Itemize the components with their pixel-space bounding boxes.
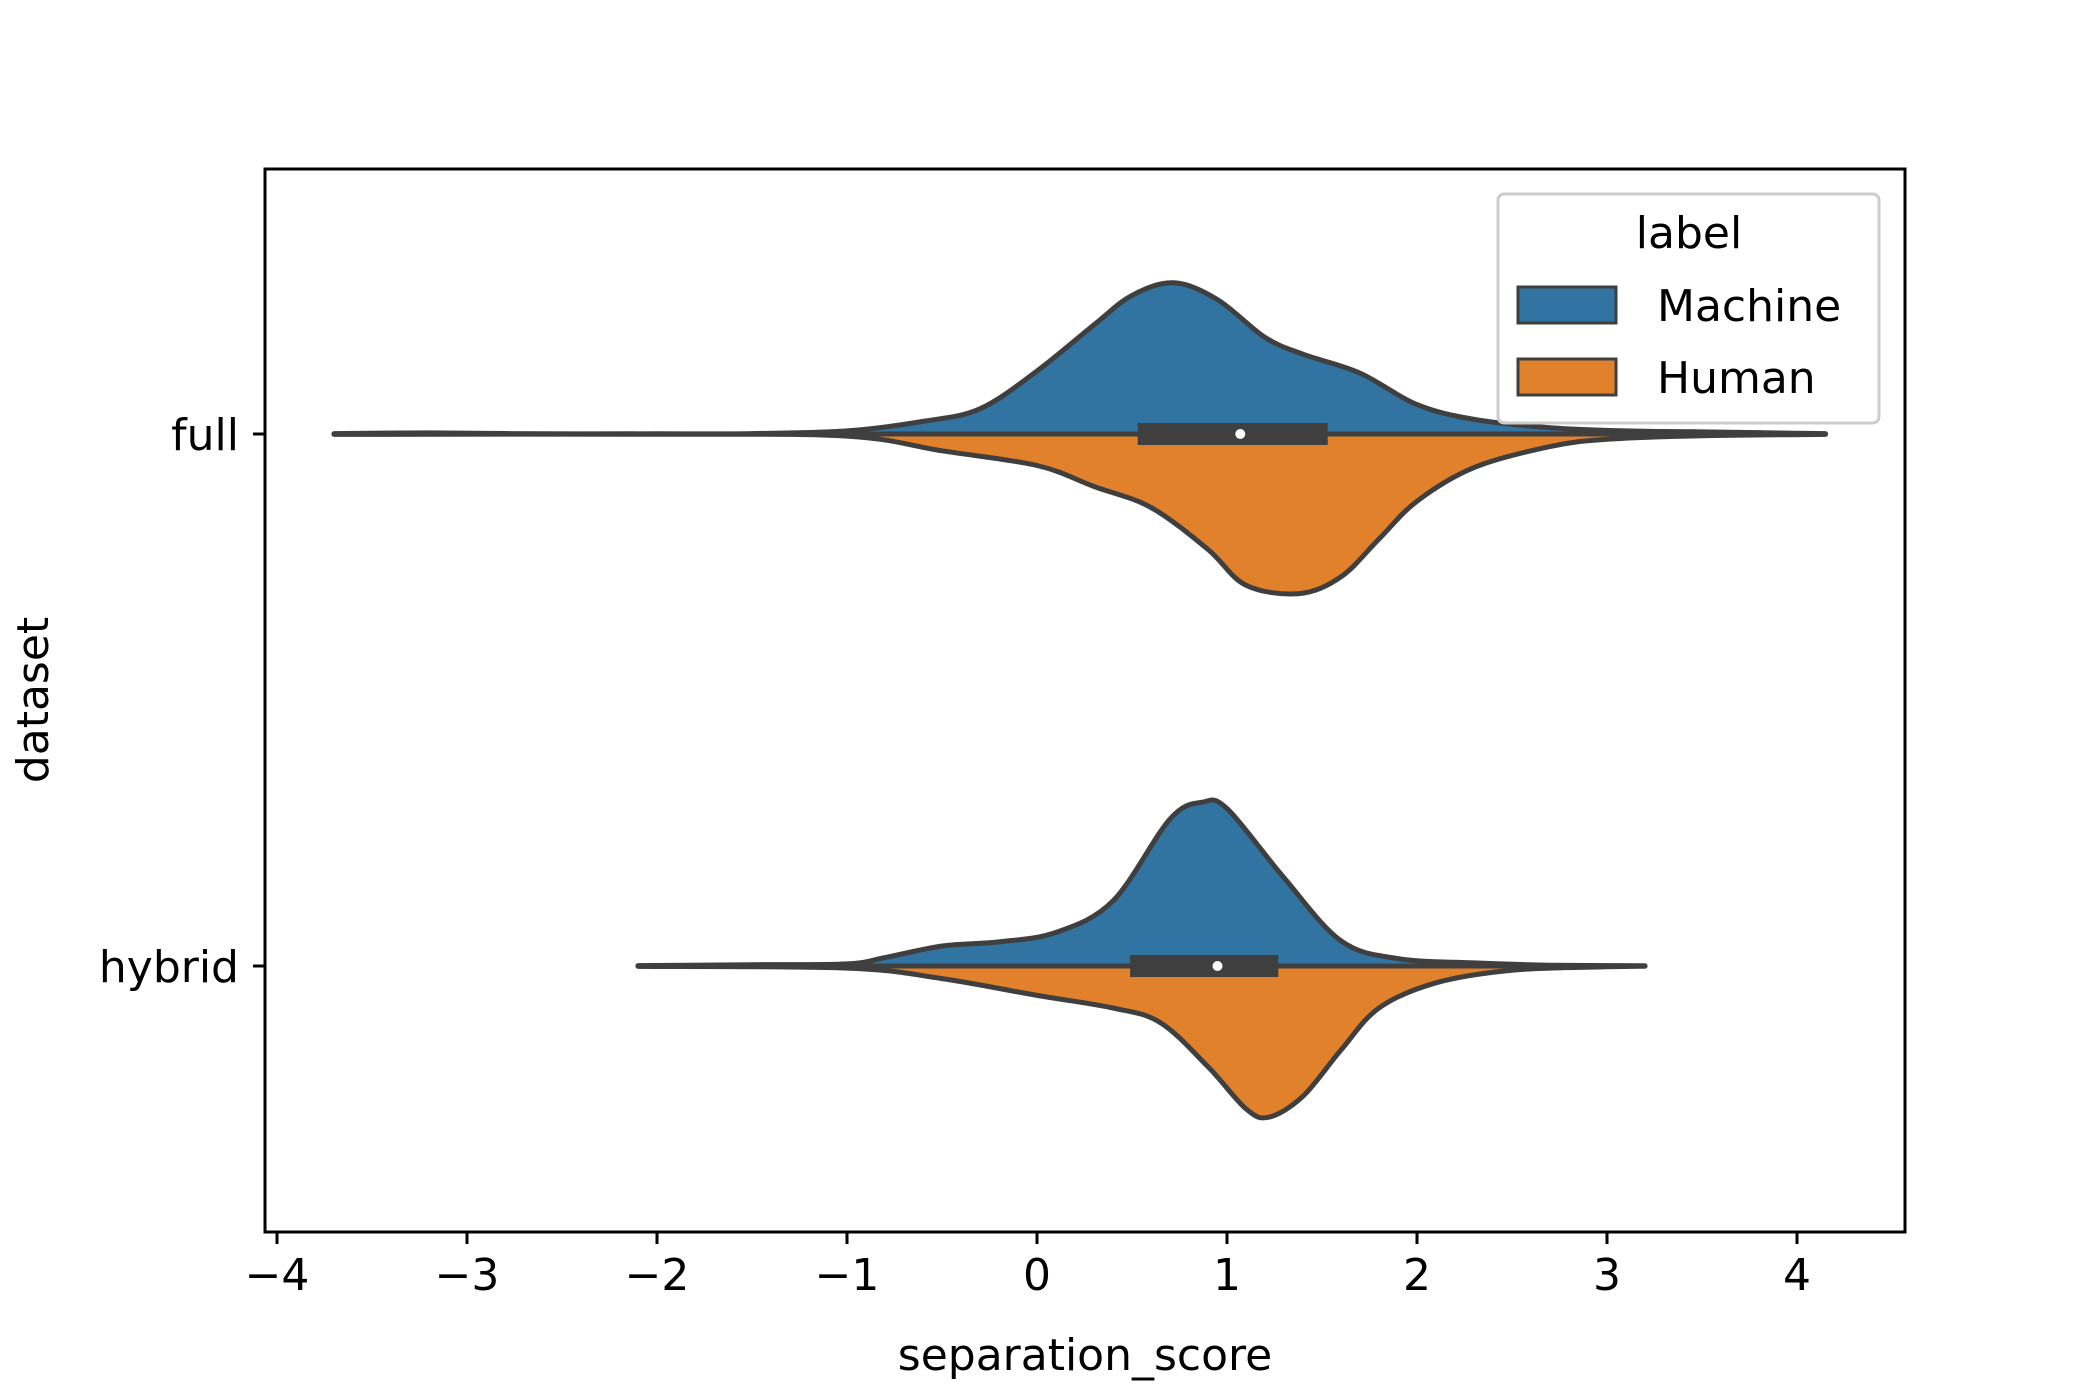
y-tick-label-hybrid: hybrid: [99, 942, 239, 993]
y-tick-label-full: full: [171, 410, 239, 461]
x-tick-label-3: −1: [815, 1250, 880, 1301]
iqr-box-hybrid: [1130, 955, 1279, 977]
plot-area-frame: [263, 167, 1907, 1234]
iqr-box-full: [1137, 423, 1328, 445]
violin-hybrid-machine-half: [635, 797, 1648, 969]
x-tick-label-5: 1: [1213, 1250, 1241, 1301]
legend-label-human: Human: [1657, 353, 1816, 404]
boxes-layer: [334, 423, 1826, 977]
x-axis: −4 −3 −2 −1 0 1 2 3 4: [245, 1232, 1811, 1301]
violin-hybrid-human-half: [635, 963, 1648, 1121]
x-tick-label-2: −2: [625, 1250, 690, 1301]
legend: label Machine Human: [1496, 192, 1881, 425]
y-axis: full hybrid: [99, 410, 265, 993]
x-tick-label-8: 4: [1783, 1250, 1811, 1301]
median-dot-hybrid: [1212, 961, 1223, 971]
legend-label-machine: Machine: [1657, 281, 1841, 332]
x-tick-label-7: 3: [1593, 1250, 1621, 1301]
x-tick-label-6: 2: [1403, 1250, 1431, 1301]
x-tick-label-1: −3: [435, 1250, 500, 1301]
legend-swatch-machine: [1516, 285, 1618, 325]
x-tick-label-4: 0: [1023, 1250, 1051, 1301]
median-dot-full: [1235, 429, 1246, 439]
y-axis-title: dataset: [8, 617, 59, 783]
legend-title: label: [1636, 208, 1742, 259]
x-tick-label-0: −4: [245, 1250, 310, 1301]
violins-layer: [331, 280, 1828, 1121]
x-axis-title: separation_score: [898, 1330, 1272, 1381]
legend-swatch-human: [1516, 357, 1618, 397]
